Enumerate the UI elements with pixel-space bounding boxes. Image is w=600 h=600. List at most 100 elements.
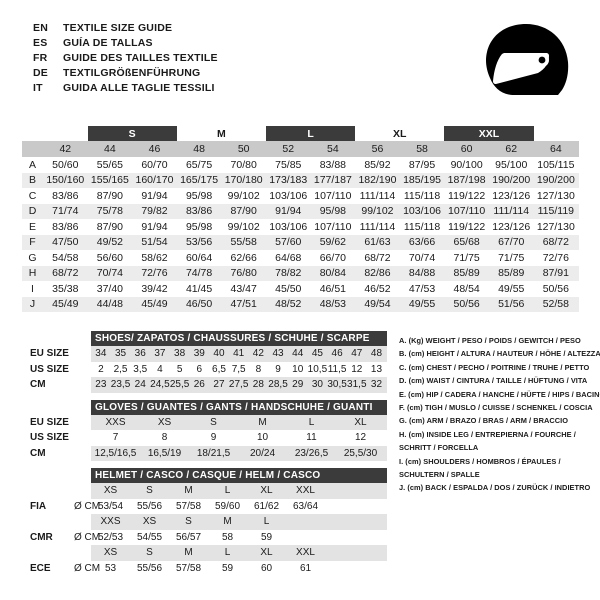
title-row: DE TEXTILGRÖßENFÜHRUNG — [33, 67, 218, 82]
measurement-cell: 65/68 — [453, 236, 480, 249]
legend-line: F. (cm) TIGH / MUSLO / CUISSE / SCHENKEL… — [399, 403, 593, 413]
helmet-size-cells: XS S M L XL XXL — [91, 545, 387, 561]
measurement-cell: 90/100 — [450, 158, 483, 171]
table-row: H 68/72 70/74 72/76 74/78 76/80 78/82 80/84 82/8… — [22, 265, 579, 281]
measurement-cell: 72/76 — [542, 251, 569, 264]
value-cell: XS — [157, 416, 172, 428]
helmet-size-row: XS S M L XL XXL — [22, 483, 387, 499]
measurement-cell: 50/60 — [52, 158, 79, 171]
helmet-size-cell: L — [263, 516, 270, 528]
measurement-cell: 80/84 — [319, 267, 346, 280]
measurement-cell: 115/118 — [403, 220, 441, 233]
measurement-cell: 55/65 — [96, 158, 124, 171]
measurement-cell: 85/92 — [364, 158, 391, 171]
measurement-cell: 71/74 — [52, 205, 79, 218]
measurement-cell: 75/78 — [96, 205, 124, 218]
measurement-row-label: D — [28, 205, 37, 218]
size-band-empty — [533, 126, 579, 141]
measurement-cell: 47/51 — [230, 298, 257, 311]
measurement-cell: 115/119 — [537, 205, 575, 218]
helmet-value-cell: 55/56 — [136, 562, 163, 574]
helmet-value-cell: 60 — [260, 562, 273, 574]
measurement-cell: 54/58 — [52, 251, 79, 264]
title-language-code: DE — [33, 67, 48, 79]
helmet-value-cell: 54/55 — [136, 531, 163, 543]
table-row: B 150/160 155/165 160/170 165/175 170/180 173/… — [22, 172, 579, 188]
measurement-rows: A 50/60 55/65 60/70 65/75 70/80 75/85 83/88 85/9… — [22, 157, 579, 312]
table-row: J 45/49 44/48 45/49 46/50 47/51 48/52 48/53 49/5… — [22, 296, 579, 312]
value-cell: 18/21,5 — [196, 447, 231, 459]
row-label: CM — [22, 445, 91, 461]
measurement-cell: 68/72 — [52, 267, 79, 280]
size-band-xl: XL — [355, 126, 445, 141]
title-language-code: FR — [33, 52, 48, 64]
measurement-cell: 107/110 — [314, 220, 352, 233]
value-cell: 5 — [176, 363, 183, 375]
measurement-cell: 45/50 — [275, 282, 302, 295]
value-cell: 36 — [134, 348, 146, 360]
helmet-value-cell: 59 — [260, 531, 273, 543]
measurement-cell: 63/66 — [408, 236, 436, 249]
measurement-cell: 49/55 — [408, 298, 436, 311]
helmet-size-row: XS S M L XL XXL — [22, 545, 387, 561]
measurement-cell: 170/180 — [224, 174, 263, 187]
measurement-cell: 52/58 — [542, 298, 569, 311]
sub-tables: SHOES/ ZAPATOS / CHAUSSURES / SCHUHE / S… — [22, 331, 387, 576]
helmet-value-cells: 52/53 54/55 56/57 58 59 — [91, 530, 387, 546]
size-number-cell: 48 — [193, 143, 205, 155]
measurement-row-label: J — [29, 298, 36, 311]
measurement-row-label: I — [31, 282, 34, 295]
value-cell: 42 — [252, 348, 264, 360]
measurement-cell: 127/130 — [536, 189, 575, 202]
helmet-size-row: XXS XS S M L — [22, 514, 387, 530]
measurement-cell: 103/106 — [403, 205, 442, 218]
measurement-cell: 187/198 — [447, 174, 486, 187]
helmet-size-cell: L — [224, 485, 231, 497]
value-cell: 12 — [351, 363, 363, 375]
measurement-cell: 85/89 — [498, 267, 525, 280]
size-number-cell: 54 — [327, 143, 339, 155]
title-language-code: ES — [33, 37, 48, 49]
measurement-cell: 65/75 — [185, 158, 213, 171]
value-cell: 47 — [351, 348, 363, 360]
value-cell: 48 — [370, 348, 383, 360]
main-size-table: S M L XL XXL 42 44 46 48 50 52 54 56 58 60 62 64 A 50/60… — [22, 126, 579, 312]
measurement-cell: 62/66 — [230, 251, 257, 264]
value-cell: 9 — [275, 363, 281, 375]
measurement-cell: 173/183 — [269, 174, 308, 187]
helmet-size-cell: L — [224, 547, 231, 559]
value-cell: 20/24 — [249, 447, 276, 459]
measurement-cell: 51/56 — [498, 298, 525, 311]
measurement-cell: 95/100 — [495, 158, 528, 171]
table-row: I 35/38 37/40 39/42 41/45 43/47 45/50 46/51 46/5… — [22, 281, 579, 297]
value-cell: XL — [354, 416, 367, 428]
measurement-cell: 99/102 — [227, 189, 260, 202]
measurement-cell: 190/200 — [536, 174, 575, 187]
helmet-value-cell: 55/56 — [136, 500, 163, 512]
measurement-cell: 57/60 — [275, 236, 302, 249]
value-cell: 43 — [272, 348, 284, 360]
helmet-value-cell: 61/62 — [253, 500, 280, 512]
helmet-value-cells: 53/54 55/56 57/58 59/60 61/62 63/64 — [91, 499, 387, 515]
value-cell: 40 — [213, 348, 225, 360]
size-number-cell: 46 — [148, 143, 161, 155]
measurement-cell: 56/60 — [96, 251, 124, 264]
measurement-cell: 127/130 — [536, 220, 575, 233]
legend-line: SCHULTERN / SPALLE — [399, 470, 480, 480]
value-cell: 32 — [370, 379, 383, 391]
size-number-cell: 58 — [416, 143, 428, 155]
measurement-row-label: F — [29, 236, 36, 249]
helmet-value-cell: 63/64 — [292, 500, 319, 512]
helmet-value-row: FIA Ø CM 53/54 55/56 57/58 59/60 61/62 63/64 — [22, 498, 387, 515]
helmet-unit-text: Ø CM — [74, 562, 101, 574]
legend-line: I. (cm) SHOULDERS / HOMBROS / ÉPAULES / — [399, 456, 561, 466]
table-row: US SIZE 2 2,5 3,5 4 5 6 6,5 7,5 8 9 10 10,5 11,5 12 13 — [22, 361, 387, 377]
size-number-header: 42 44 46 48 50 52 54 56 58 60 62 64 — [22, 141, 579, 157]
measurement-cell: 107/110 — [448, 205, 486, 218]
measurement-cell: 47/53 — [408, 282, 436, 295]
measurement-cell: 78/82 — [275, 267, 302, 280]
row-label: EU SIZE — [22, 414, 91, 430]
measurement-cell: 190/200 — [492, 174, 531, 187]
gloves-section: GLOVES / GUANTES / GANTS / HANDSCHUHE / … — [22, 399, 387, 461]
value-cell: 34 — [95, 348, 107, 360]
